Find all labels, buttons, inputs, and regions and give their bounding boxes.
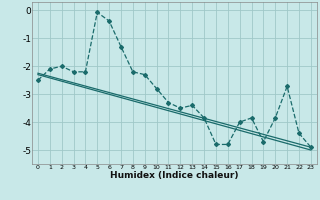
X-axis label: Humidex (Indice chaleur): Humidex (Indice chaleur) <box>110 171 239 180</box>
